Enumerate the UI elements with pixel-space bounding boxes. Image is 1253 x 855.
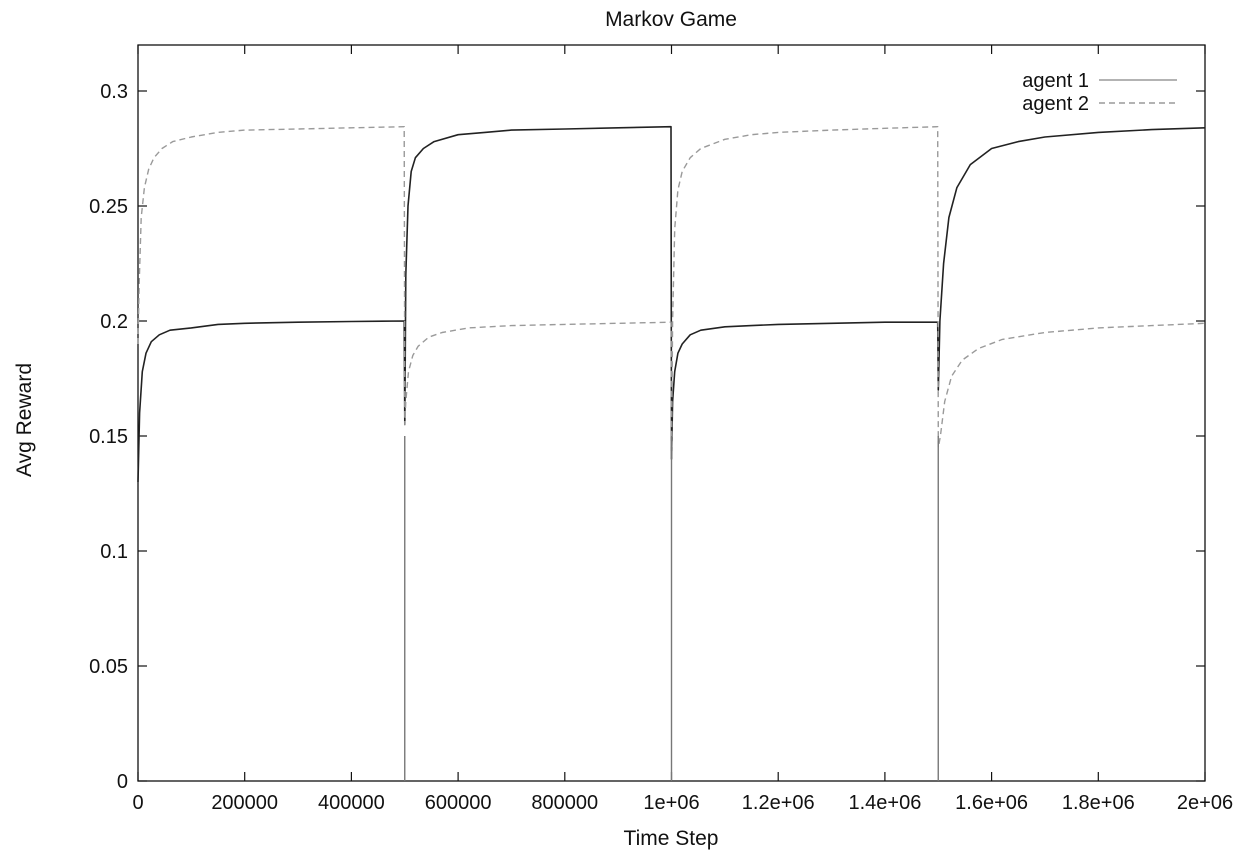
x-axis-label: Time Step <box>624 827 719 850</box>
x-tick-label: 600000 <box>425 792 492 814</box>
x-tick-label: 800000 <box>531 792 598 814</box>
x-tick-label: 1.2e+06 <box>742 792 815 814</box>
x-tick-label: 1e+06 <box>643 792 699 814</box>
plot-area: 0 0.05 0.1 0.15 0.2 0.25 0.3 0 200000 400000 60000… <box>89 44 1233 814</box>
chart-title: Markov Game <box>605 8 737 31</box>
y-tick-label: 0.25 <box>89 196 128 218</box>
series-line-2 <box>137 125 1206 460</box>
y-tick-label: 0.05 <box>89 656 128 678</box>
legend-label: agent 1 <box>1022 70 1089 92</box>
series-line-1 <box>137 125 1206 483</box>
y-tick-label: 0.15 <box>89 426 128 448</box>
y-axis-label: Avg Reward <box>13 363 36 477</box>
x-tick-label: 1.8e+06 <box>1062 792 1135 814</box>
x-tick-label: 0 <box>132 792 143 814</box>
y-tick-label: 0.2 <box>100 311 128 333</box>
y-tick-label: 0 <box>117 771 128 793</box>
x-tick-label: 2e+06 <box>1177 792 1233 814</box>
y-tick-label: 0.1 <box>100 541 128 563</box>
y-tick-label: 0.3 <box>100 81 128 103</box>
legend-label: agent 2 <box>1022 93 1089 115</box>
x-tick-label: 400000 <box>318 792 385 814</box>
x-tick-label: 1.4e+06 <box>848 792 921 814</box>
x-tick-label: 1.6e+06 <box>955 792 1028 814</box>
x-tick-label: 200000 <box>211 792 278 814</box>
